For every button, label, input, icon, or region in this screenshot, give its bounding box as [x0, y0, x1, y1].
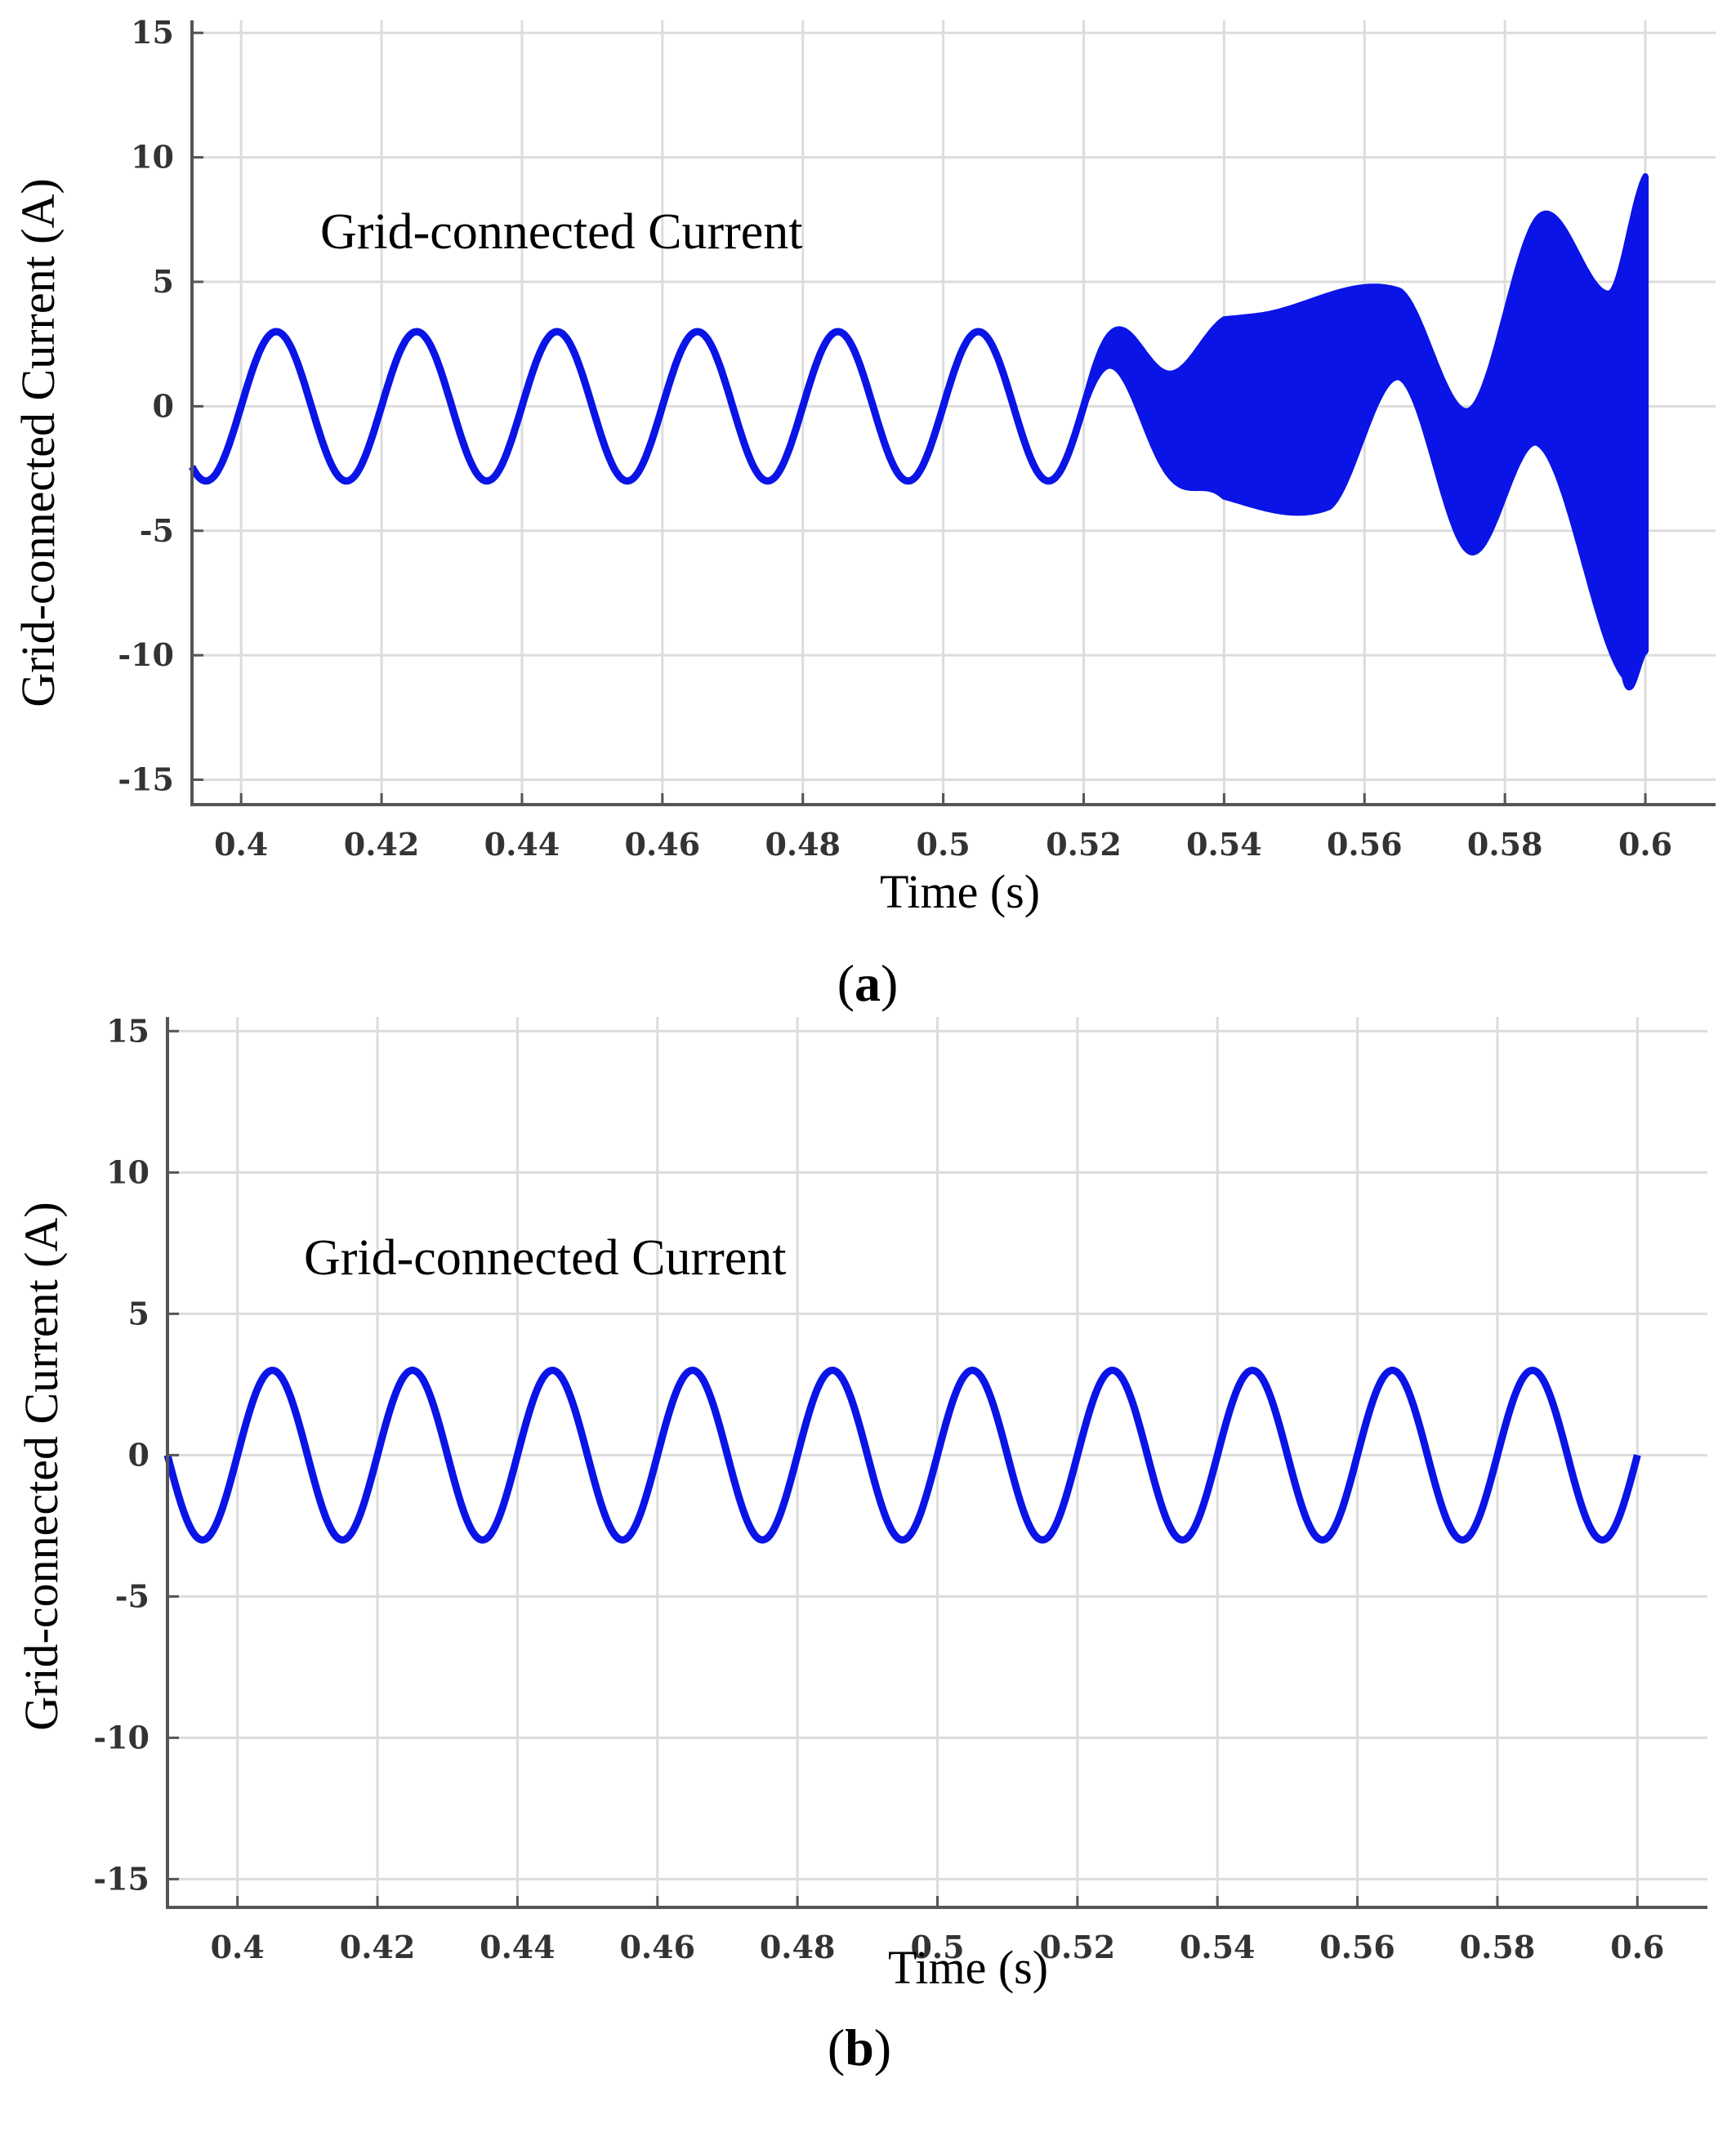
- axis-lines: [190, 20, 1716, 806]
- chart-panel-a: 0.4 0.42 0.44 0.46 0.48 0.5 0.52 0.54 0.56 0.58 0.…: [11, 14, 1716, 1012]
- x-tick-label: 0.44: [480, 1929, 556, 1965]
- panel-label-a: (a): [837, 954, 899, 1012]
- x-tick-label: 0.6: [1618, 826, 1672, 863]
- y-tick-label: -15: [93, 1860, 150, 1897]
- y-tick-label: 15: [106, 1012, 150, 1049]
- y-tick-label: 5: [128, 1295, 150, 1331]
- x-tick-labels-b: 0.4 0.42 0.44 0.46 0.48 0.5 0.52 0.54 0.56 0.58 0.…: [211, 1929, 1665, 1965]
- y-tick-label: 0: [128, 1436, 150, 1473]
- series-line-stable: [189, 328, 1114, 485]
- x-tick-label: 0.46: [625, 826, 701, 863]
- y-tick-labels-b: 15 10 5 0 -5 -10 -15: [93, 1012, 150, 1897]
- x-tick-label: 0.46: [619, 1929, 695, 1965]
- x-tick-label: 0.54: [1180, 1929, 1256, 1965]
- y-tick-label: 10: [106, 1153, 150, 1190]
- x-tick-label: 0.58: [1460, 1929, 1536, 1965]
- x-tick-label: 0.4: [214, 826, 268, 863]
- chart-panel-b: 0.4 0.42 0.44 0.46 0.48 0.5 0.52 0.54 0.56 0.58 0.…: [15, 1012, 1707, 2076]
- x-tick-label: 0.5: [917, 826, 971, 863]
- grid-a: [192, 20, 1716, 805]
- y-tick-label: -10: [118, 636, 174, 673]
- y-axis-label-a: Grid-connected Current (A): [11, 178, 65, 707]
- panel-letter-a: a: [855, 954, 881, 1012]
- x-tick-label: 0.56: [1319, 1929, 1395, 1965]
- y-tick-label: 0: [153, 387, 174, 424]
- axis-lines: [166, 1017, 1707, 1909]
- y-tick-label: 10: [131, 139, 174, 176]
- trace-b: [163, 1367, 1641, 1544]
- series-unstable-band: [1081, 173, 1649, 691]
- y-axis-label-b: Grid-connected Current (A): [15, 1202, 68, 1730]
- x-tick-label: 0.52: [1046, 826, 1122, 863]
- x-tick-label: 0.42: [344, 826, 420, 863]
- trace-a: [189, 173, 1649, 691]
- x-axis-label-a: Time (s): [880, 865, 1040, 918]
- x-tick-label: 0.52: [1040, 1929, 1116, 1965]
- x-tick-label: 0.6: [1610, 1929, 1664, 1965]
- series-line: [163, 1367, 1641, 1544]
- y-tick-label: -5: [115, 1577, 150, 1614]
- x-tick-label: 0.58: [1467, 826, 1543, 863]
- annotation-a: Grid-connected Current: [320, 204, 802, 260]
- panel-label-b: (b): [828, 2018, 891, 2076]
- panel-letter-b: b: [845, 2018, 874, 2076]
- y-tick-label: 5: [153, 263, 174, 300]
- y-tick-label: -10: [93, 1719, 150, 1755]
- y-tick-label: -15: [118, 761, 174, 798]
- x-tick-label: 0.5: [910, 1929, 964, 1965]
- x-axis-label-b: Time (s): [888, 1941, 1048, 1994]
- x-tick-label: 0.48: [760, 1929, 836, 1965]
- x-tick-label: 0.42: [340, 1929, 416, 1965]
- y-tick-labels-a: 15 10 5 0 -5 -10 -15: [118, 14, 174, 797]
- axes-a: [190, 20, 1716, 806]
- x-tick-label: 0.48: [765, 826, 841, 863]
- x-tick-label: 0.44: [484, 826, 560, 863]
- x-tick-labels-a: 0.4 0.42 0.44 0.46 0.48 0.5 0.52 0.54 0.56 0.58 0.…: [214, 826, 1672, 863]
- y-tick-label: -5: [140, 512, 174, 549]
- annotation-b: Grid-connected Current: [304, 1230, 786, 1286]
- x-tick-label: 0.54: [1186, 826, 1262, 863]
- x-tick-label: 0.4: [211, 1929, 265, 1965]
- axes-b: [166, 1017, 1707, 1909]
- x-tick-label: 0.56: [1327, 826, 1403, 863]
- y-tick-label: 15: [131, 14, 174, 51]
